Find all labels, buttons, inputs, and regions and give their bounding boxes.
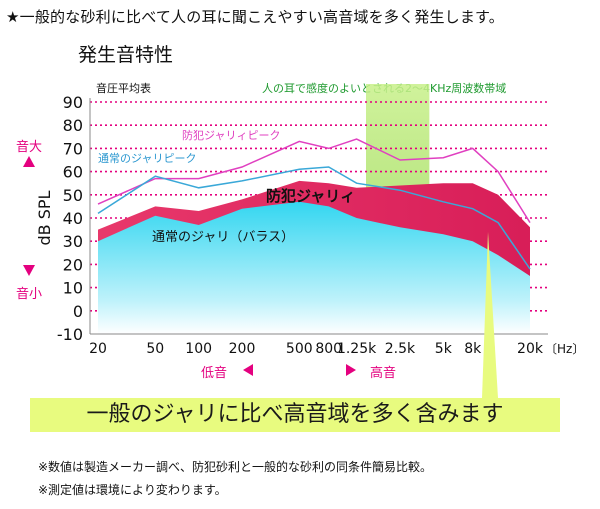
y-tick-label: 90 xyxy=(63,93,83,112)
right-arrow-icon xyxy=(346,364,356,376)
label-anti-crime-peak: 防犯ジャリィピーク xyxy=(182,128,280,142)
y-tick-label: 20 xyxy=(63,255,83,274)
x-tick-label: 500 xyxy=(286,341,313,357)
y-tick-label: 50 xyxy=(63,186,83,205)
y-tick-label: 10 xyxy=(63,279,83,298)
x-tick-label: 100 xyxy=(185,341,212,357)
x-tick-label: 800 xyxy=(315,341,342,357)
quieter-label: 音小 xyxy=(16,287,43,302)
line-anti-crime-peak xyxy=(97,138,531,223)
y-tick-label: 40 xyxy=(63,209,83,228)
x-tick-label: 50 xyxy=(146,341,164,357)
label-normal-peak: 通常のジャリピーク xyxy=(98,152,196,165)
x-tick-label: 8k xyxy=(464,341,482,357)
up-triangle-icon xyxy=(23,156,35,167)
x-tick-label: 200 xyxy=(229,341,256,357)
label-normal-gravel: 通常のジャリ（バラス） xyxy=(152,230,294,245)
x-tick-label: 20 xyxy=(89,341,107,357)
y-axis-title: dB SPL xyxy=(35,190,54,245)
y-tick-label: 0 xyxy=(73,302,83,321)
y-tick-label: 60 xyxy=(63,163,83,182)
y-tick-label: 80 xyxy=(63,116,83,135)
callout-pointer xyxy=(482,232,498,398)
area-normal-gravel xyxy=(98,201,530,334)
label-anti-crime-gravel: 防犯ジャリィ xyxy=(266,187,355,205)
x-tick-label: 1.25k xyxy=(337,341,377,357)
chart-label: 音圧平均表 xyxy=(96,82,151,95)
y-tick-label: 30 xyxy=(63,232,83,251)
headline: ★一般的な砂利に比べて人の耳に聞こえやすい高音域を多く発生します。 xyxy=(6,8,504,26)
line-layer xyxy=(97,138,531,270)
x-tick-label: 5k xyxy=(435,341,453,357)
high-tone-label: 高音 xyxy=(370,366,397,381)
x-tick-label: 2.5k xyxy=(385,341,416,357)
x-tick-label: 20k xyxy=(517,341,544,357)
low-tone-label: 低音 xyxy=(201,366,228,381)
louder-label: 音大 xyxy=(16,140,43,155)
footnote-1: ※数値は製造メーカー調べ、防犯砂利と一般的な砂利の同条件簡易比較。 xyxy=(38,460,433,474)
y-tick-label: 70 xyxy=(63,139,83,158)
down-triangle-icon xyxy=(23,265,35,276)
callout-banner: 一般のジャリに比べ高音域を多く含みます xyxy=(30,398,560,432)
y-tick-label: -10 xyxy=(57,325,83,344)
left-arrow-icon xyxy=(243,364,253,376)
page-title: 発生音特性 xyxy=(78,44,174,66)
footnote-2: ※測定値は環境により変わります。 xyxy=(38,483,227,497)
x-unit-label: 〔Hz〕 xyxy=(545,342,584,356)
line-normal-peak xyxy=(97,166,531,270)
area-layer xyxy=(98,180,530,334)
